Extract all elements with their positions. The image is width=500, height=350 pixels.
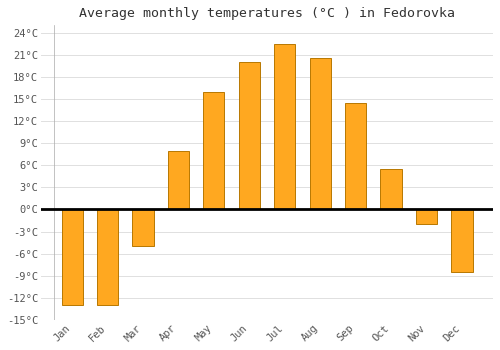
Bar bbox=[416, 209, 437, 224]
Bar bbox=[274, 44, 295, 209]
Bar bbox=[310, 58, 331, 209]
Bar bbox=[238, 62, 260, 209]
Bar bbox=[380, 169, 402, 209]
Bar bbox=[203, 92, 224, 209]
Bar bbox=[97, 209, 118, 305]
Bar bbox=[345, 103, 366, 209]
Bar bbox=[132, 209, 154, 246]
Title: Average monthly temperatures (°C ) in Fedorovka: Average monthly temperatures (°C ) in Fe… bbox=[79, 7, 455, 20]
Bar bbox=[168, 150, 189, 209]
Bar bbox=[62, 209, 83, 305]
Bar bbox=[451, 209, 472, 272]
